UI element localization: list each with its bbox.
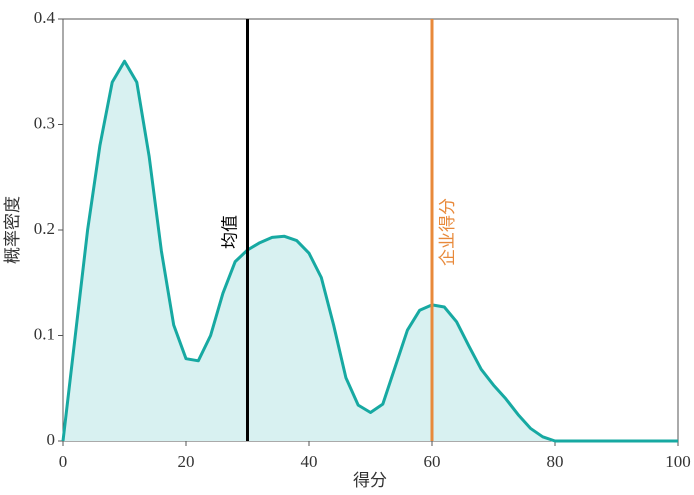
- x-tick-label: 0: [59, 452, 68, 471]
- x-tick-label: 100: [665, 452, 691, 471]
- x-tick-label: 20: [178, 452, 195, 471]
- y-axis-title: 概率密度: [3, 196, 22, 264]
- density-line: [61, 59, 678, 443]
- x-tick-label: 60: [424, 452, 441, 471]
- y-tick-label: 0.3: [34, 113, 55, 132]
- y-tick-label: 0: [47, 430, 56, 449]
- y-tick-label: 0.2: [34, 219, 55, 238]
- x-tick-label: 40: [301, 452, 318, 471]
- y-tick-label: 0.4: [34, 8, 56, 27]
- reference-label: 企业得分: [438, 198, 457, 266]
- x-tick-label: 80: [547, 452, 564, 471]
- density-area: [63, 61, 678, 441]
- y-tick-label: 0.1: [34, 324, 55, 343]
- x-axis-title: 得分: [353, 471, 387, 490]
- reference-label: 均值: [220, 215, 239, 249]
